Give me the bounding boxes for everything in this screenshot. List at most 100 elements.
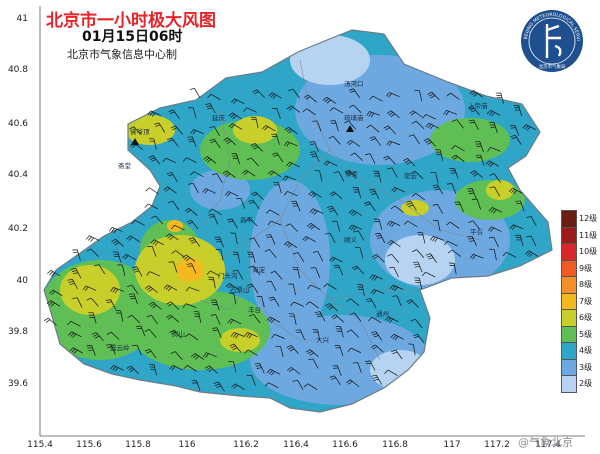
- legend-swatch: 6级: [561, 309, 592, 326]
- wind-barb-tick: [282, 175, 286, 181]
- wind-barb: [369, 360, 376, 371]
- legend-swatch: 4级: [561, 342, 592, 359]
- wind-barb-tick: [327, 205, 333, 208]
- wind-barb-tick: [296, 331, 302, 333]
- wind-barb: [194, 88, 201, 99]
- wind-barb: [91, 345, 96, 356]
- wind-barb-tick: [326, 99, 331, 104]
- wind-barb: [393, 284, 404, 290]
- wind-barb: [240, 198, 246, 209]
- wind-barb: [309, 349, 319, 358]
- wind-barb-tick: [286, 161, 291, 167]
- wind-barb-tick: [189, 87, 195, 90]
- wind-barb: [209, 365, 218, 374]
- wind-barb: [193, 237, 201, 247]
- wind-barb-tick: [244, 218, 250, 222]
- wind-barb-tick: [205, 157, 210, 162]
- wind-barb: [519, 235, 524, 247]
- wind-barb-tick: [445, 111, 450, 116]
- legend-label: 7级: [579, 296, 593, 306]
- wind-barb-tick: [388, 141, 393, 147]
- wind-barb-tick: [246, 157, 252, 161]
- wind-barb-tick: [253, 146, 259, 150]
- wind-barb-tick: [47, 270, 52, 274]
- wind-barb-tick: [270, 93, 275, 98]
- wind-barb-tick: [208, 368, 214, 372]
- wind-barb-tick: [310, 192, 315, 197]
- wind-barb-tick: [412, 249, 417, 253]
- wind-barb-tick: [469, 254, 474, 259]
- map-title: 北京市一小时极大风图: [46, 11, 216, 31]
- wind-barb: [336, 221, 341, 232]
- wind-barb-tick: [51, 272, 56, 277]
- wind-barb: [378, 171, 382, 183]
- wind-barb: [353, 88, 360, 99]
- x-tick-label: 116.2: [233, 440, 259, 450]
- wind-barb: [251, 375, 256, 386]
- wind-barb-tick: [287, 367, 292, 371]
- wind-barb: [338, 171, 345, 182]
- wind-barb-tick: [486, 110, 491, 115]
- wind-barb: [491, 226, 502, 232]
- wind-barb-tick: [94, 335, 100, 339]
- wind-barb-tick: [185, 287, 190, 292]
- wind-barb-tick: [467, 188, 473, 190]
- wind-barb-tick: [151, 159, 157, 162]
- wind-barb-tick: [348, 88, 354, 91]
- wind-barb: [220, 249, 224, 261]
- wind-barb-tick: [88, 236, 92, 241]
- wind-barb-tick: [72, 297, 78, 300]
- wind-barb-tick: [170, 351, 176, 355]
- wind-barb-tick: [146, 271, 151, 276]
- wind-barb: [130, 365, 139, 375]
- wind-barb-tick: [85, 235, 90, 240]
- wind-barb: [395, 349, 403, 360]
- wind-barb: [152, 155, 161, 165]
- wind-barb: [437, 204, 444, 215]
- wind-barb-tick: [147, 110, 152, 115]
- wind-barb-tick: [147, 245, 153, 248]
- wind-barb: [449, 221, 460, 229]
- wind-barb-tick: [309, 151, 315, 153]
- wind-barb: [261, 296, 265, 308]
- wind-barb-tick: [413, 263, 419, 266]
- wind-barb: [248, 349, 258, 356]
- wind-barb: [350, 347, 362, 354]
- wind-barb: [314, 151, 320, 162]
- wind-barb: [276, 108, 281, 119]
- wind-barb: [297, 379, 304, 390]
- wind-barb-tick: [206, 105, 212, 108]
- wind-barb: [52, 289, 63, 297]
- wind-barb: [193, 129, 204, 135]
- wind-barb-tick: [432, 203, 438, 206]
- wind-barb: [297, 267, 301, 279]
- wind-barb: [233, 293, 237, 305]
- wind-barb-tick: [152, 305, 157, 309]
- wind-barb-tick: [132, 344, 138, 347]
- wind-barb-tick: [131, 220, 136, 225]
- wind-barb: [48, 317, 57, 326]
- wind-barb-tick: [91, 332, 97, 335]
- wind-barb-tick: [411, 111, 416, 116]
- wind-barb-tick: [212, 329, 219, 331]
- wind-barb-tick: [284, 191, 288, 196]
- wind-barb: [113, 365, 124, 371]
- wind-barb: [95, 332, 104, 341]
- wind-barb: [391, 167, 398, 178]
- wind-barb-tick: [389, 318, 394, 323]
- wind-barb-tick: [146, 350, 152, 354]
- wind-barb: [473, 253, 484, 259]
- wind-barb: [480, 154, 485, 166]
- wind-barb-tick: [264, 249, 270, 252]
- wind-barb-tick: [189, 239, 195, 242]
- wind-barb: [251, 283, 259, 294]
- wind-barb-tick: [126, 365, 132, 369]
- wind-barb-tick: [434, 188, 440, 191]
- wind-barb-tick: [135, 325, 141, 327]
- wind-barb-tick: [169, 111, 175, 114]
- wind-barb: [205, 188, 216, 194]
- wind-barb-tick: [310, 225, 316, 230]
- wind-barb: [167, 284, 178, 291]
- wind-barb-tick: [327, 304, 332, 308]
